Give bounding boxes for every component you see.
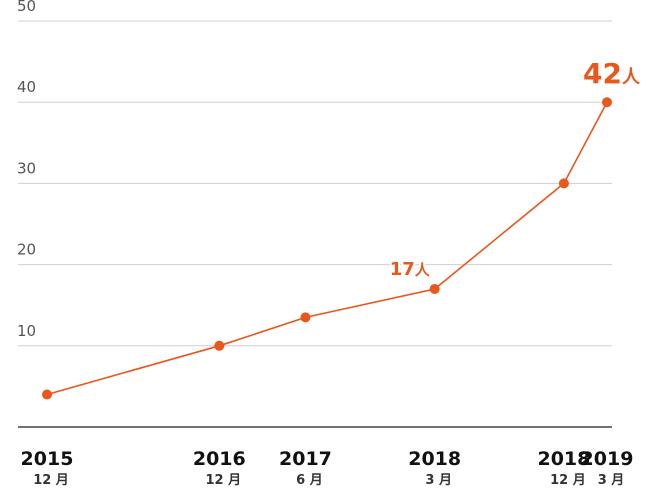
x-tick-month-label: 3 月 [425,473,452,488]
x-tick-year-label: 2019 [581,448,634,470]
y-axis-tick-labels: 10 20 30 40 50 [17,0,36,340]
x-tick-month-label: 12 月 [205,473,241,488]
data-point [214,340,225,351]
x-tick-month-label: 12 月 [550,473,586,488]
x-tick-month-label: 6 月 [296,473,323,488]
x-tick-year-label: 2018 [408,448,461,470]
y-tick-label: 10 [17,322,36,340]
data-label-number: 42 [583,57,622,90]
x-tick-year-label: 2015 [21,448,74,470]
y-tick-label: 30 [17,159,36,177]
series-line [46,101,608,396]
x-tick-year-label: 2016 [193,448,246,470]
data-label: 17人 [390,259,431,280]
x-tick-year-label: 2018 [537,448,590,470]
data-point [602,97,612,108]
data-label-unit: 人 [622,67,641,88]
gridlines [18,20,612,347]
data-point [558,178,569,189]
x-axis-tick-labels: 2015 12 月 2016 12 月 2017 6 月 2018 3 月 2018 12 月 20… [21,448,634,488]
series [42,97,612,400]
x-tick-month-label: 3 月 [598,473,625,488]
data-label-unit: 人 [415,261,431,279]
x-tick-year-label: 2017 [279,448,332,470]
data-label-number: 17 [390,259,415,280]
data-point [300,312,311,323]
y-tick-label: 20 [17,241,36,259]
data-point [42,389,52,400]
y-tick-label: 50 [17,0,36,15]
data-point [429,283,440,294]
x-tick-month-label: 12 月 [33,473,69,488]
y-tick-label: 40 [17,78,36,96]
data-label: 42人 [583,57,641,90]
